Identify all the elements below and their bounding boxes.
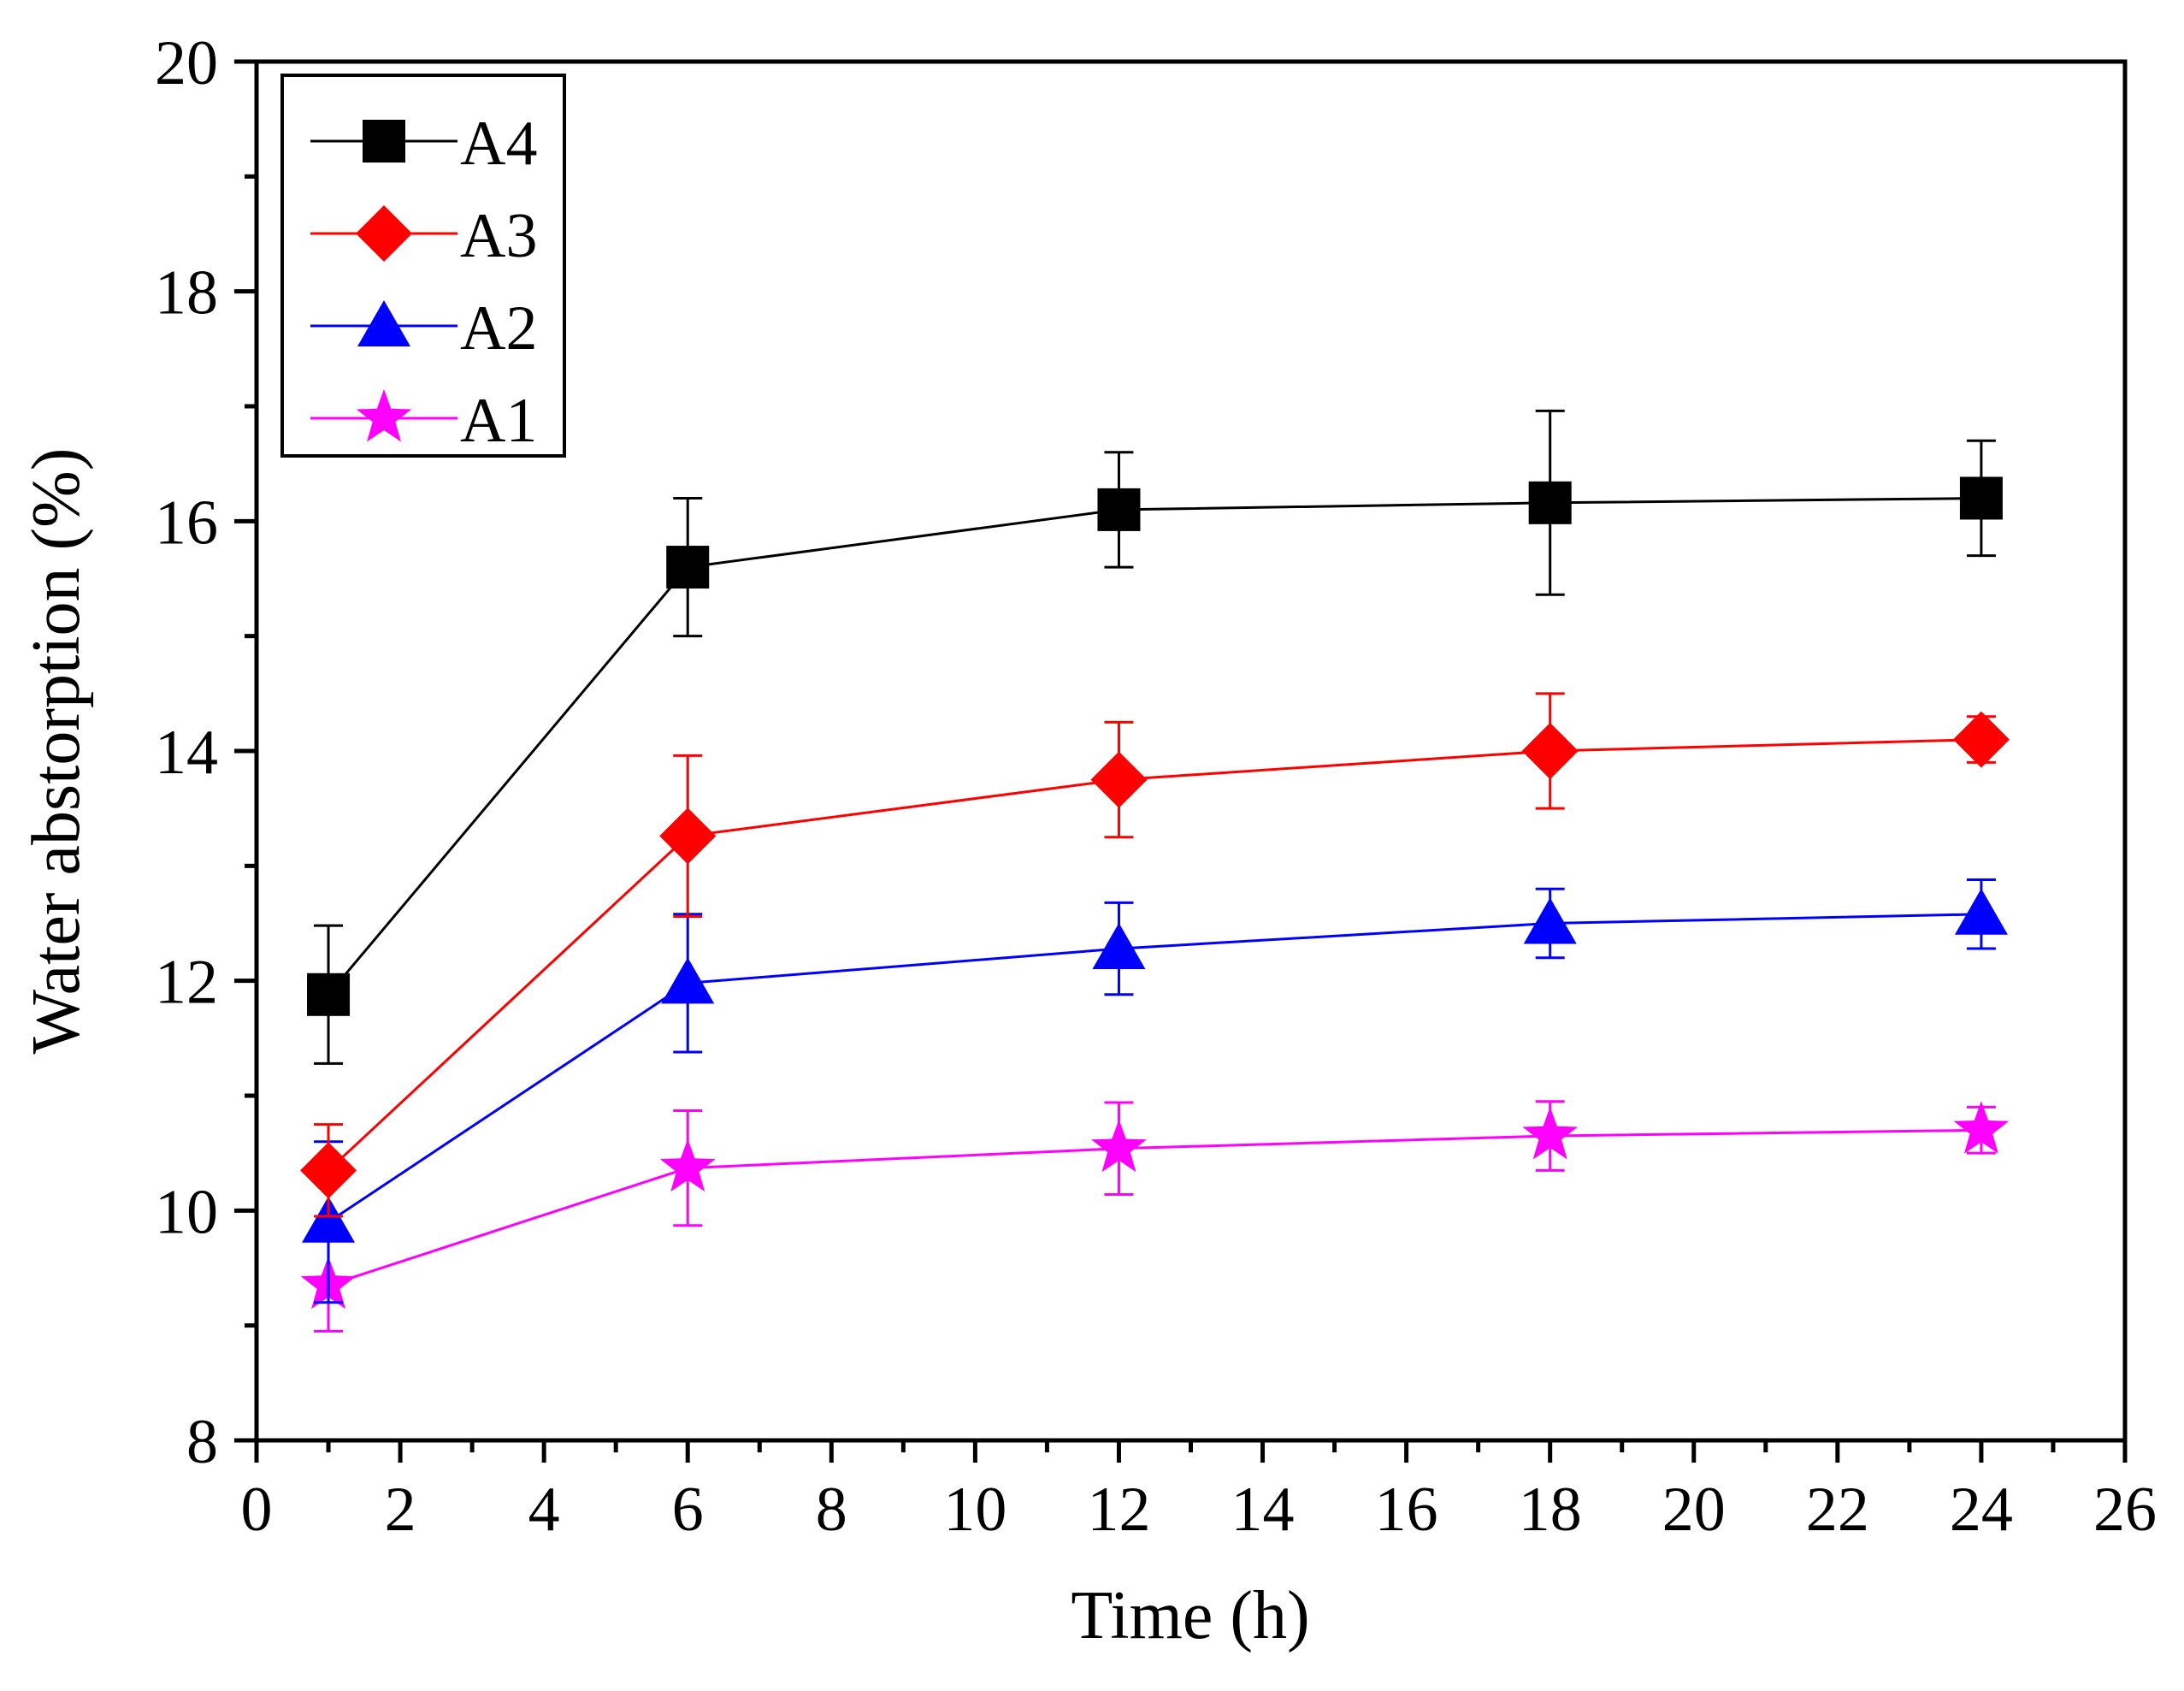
x-tick-label-22: 22 xyxy=(1806,1475,1869,1545)
x-tick-label-18: 18 xyxy=(1519,1475,1582,1545)
x-tick-label-6: 6 xyxy=(672,1475,704,1545)
legend-box xyxy=(280,74,566,458)
y-tick-label-16: 16 xyxy=(155,488,218,558)
x-tick-label-14: 14 xyxy=(1231,1475,1295,1545)
series-A2 xyxy=(302,878,2008,1304)
data-point-A4 xyxy=(1528,481,1572,524)
x-tick-label-10: 10 xyxy=(943,1475,1006,1545)
data-point-A2 xyxy=(1092,923,1146,970)
y-axis-title: Water abstorption (%) xyxy=(19,448,94,1055)
data-point-A4 xyxy=(1097,488,1141,531)
legend-marker-A4 xyxy=(363,120,405,163)
data-point-A2 xyxy=(661,957,715,1004)
x-axis-title: Time (h) xyxy=(1071,1578,1309,1653)
legend-label-A2: A2 xyxy=(460,293,537,364)
data-point-A3 xyxy=(300,1142,357,1199)
y-tick-label-12: 12 xyxy=(155,948,218,1018)
x-tick-label-4: 4 xyxy=(528,1475,560,1545)
x-tick-label-8: 8 xyxy=(816,1475,847,1545)
x-tick-label-24: 24 xyxy=(1950,1475,2013,1545)
legend-label-A3: A3 xyxy=(460,201,537,271)
series-line-A2 xyxy=(328,913,1981,1224)
y-tick-label-18: 18 xyxy=(155,258,218,328)
legend-marker-A3 xyxy=(356,205,412,262)
data-point-A1 xyxy=(1091,1119,1147,1173)
x-tick-label-0: 0 xyxy=(241,1475,273,1545)
data-point-A1 xyxy=(659,1138,716,1192)
y-tick-label-8: 8 xyxy=(186,1407,218,1477)
data-point-A4 xyxy=(666,546,710,589)
legend-marker-A2 xyxy=(357,300,410,346)
data-point-A1 xyxy=(1522,1107,1578,1160)
series-A1 xyxy=(300,1100,2010,1333)
y-tick-label-20: 20 xyxy=(155,28,218,98)
data-point-A1 xyxy=(1953,1101,2010,1154)
legend: A4 A3 A2 A1 xyxy=(280,74,566,458)
legend-marker-A1 xyxy=(356,389,412,442)
data-point-A2 xyxy=(302,1196,356,1243)
x-tick-label-2: 2 xyxy=(385,1475,416,1545)
x-tick-label-26: 26 xyxy=(2093,1475,2157,1545)
x-tick-label-20: 20 xyxy=(1662,1475,1726,1545)
legend-label-A1: A1 xyxy=(460,386,537,456)
plot-frame xyxy=(254,59,2128,1443)
series-A3 xyxy=(300,692,2010,1218)
series-line-A3 xyxy=(327,738,1981,1172)
data-point-A3 xyxy=(659,807,717,865)
legend-label-A4: A4 xyxy=(460,109,537,179)
series-A4 xyxy=(307,409,2003,1065)
data-point-A2 xyxy=(1523,897,1577,944)
data-point-A4 xyxy=(1959,476,2003,520)
data-point-A3 xyxy=(1952,711,2010,768)
series-line-A1 xyxy=(328,1128,1981,1287)
data-point-A4 xyxy=(307,973,351,1016)
x-tick-label-16: 16 xyxy=(1375,1475,1438,1545)
data-point-A2 xyxy=(1954,888,2008,935)
y-tick-label-10: 10 xyxy=(155,1177,218,1247)
x-tick-label-12: 12 xyxy=(1087,1475,1150,1545)
data-point-A3 xyxy=(1521,723,1579,779)
y-tick-label-14: 14 xyxy=(155,718,218,788)
data-point-A3 xyxy=(1090,751,1148,808)
